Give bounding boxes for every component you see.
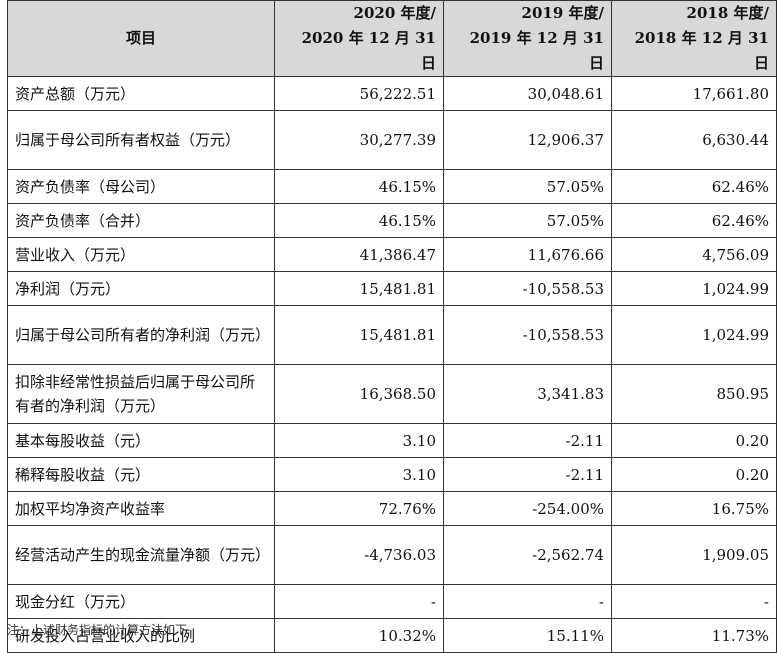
value-2019: 11,676.66 (443, 237, 612, 272)
value-2019: - (443, 584, 612, 619)
value-2019: -2,562.74 (443, 525, 612, 585)
table-row: 净利润（万元） 15,481.81 -10,558.53 1,024.99 (7, 271, 777, 306)
row-label: 基本每股收益（元） (7, 423, 275, 458)
value-2020: 3.10 (274, 457, 444, 492)
footnote: 注：上述财务指标的计算方法如下 (7, 623, 188, 637)
header-year-2018-period: 2018 年度/ (686, 4, 769, 22)
value-2018: 1,024.99 (611, 305, 777, 365)
row-label: 资产总额（万元） (7, 76, 275, 111)
value-2018: 1,909.05 (611, 525, 777, 585)
table-row: 加权平均净资产收益率 72.76% -254.00% 16.75% (7, 491, 777, 526)
header-year-2018: 2018 年度/ 2018 年 12 月 31 日 (611, 0, 777, 77)
value-2020: 56,222.51 (274, 76, 444, 111)
table-row: 扣除非经常性损益后归属于母公司所有者的净利润（万元） 16,368.50 3,3… (7, 364, 777, 424)
header-year-2019-period: 2019 年度/ (521, 4, 604, 22)
table-row: 现金分红（万元） - - - (7, 584, 777, 619)
value-2018: 62.46% (611, 203, 777, 238)
value-2018: 17,661.80 (611, 76, 777, 111)
value-2018: 16.75% (611, 491, 777, 526)
value-2020: - (274, 584, 444, 619)
value-2019: -2.11 (443, 423, 612, 458)
row-label: 资产负债率（合并） (7, 203, 275, 238)
value-2018: 4,756.09 (611, 237, 777, 272)
header-year-2020-date: 2020 年 12 月 31 日 (301, 29, 436, 72)
header-row: 项目 2020 年度/ 2020 年 12 月 31 日 2019 年度/ 20… (7, 0, 777, 77)
value-2020: 3.10 (274, 423, 444, 458)
table-row: 营业收入（万元） 41,386.47 11,676.66 4,756.09 (7, 237, 777, 272)
header-year-2019: 2019 年度/ 2019 年 12 月 31 日 (443, 0, 612, 77)
value-2019: 12,906.37 (443, 110, 612, 170)
value-2020: 30,277.39 (274, 110, 444, 170)
value-2020: 46.15% (274, 203, 444, 238)
row-label: 扣除非经常性损益后归属于母公司所有者的净利润（万元） (7, 364, 275, 424)
header-year-2020-period: 2020 年度/ (353, 4, 436, 22)
financial-data-table: 项目 2020 年度/ 2020 年 12 月 31 日 2019 年度/ 20… (7, 0, 777, 653)
table-row: 资产总额（万元） 56,222.51 30,048.61 17,661.80 (7, 76, 777, 111)
value-2018: 6,630.44 (611, 110, 777, 170)
value-2019: -254.00% (443, 491, 612, 526)
value-2020: 10.32% (274, 618, 444, 653)
value-2018: 850.95 (611, 364, 777, 424)
value-2020: 72.76% (274, 491, 444, 526)
value-2020: 15,481.81 (274, 271, 444, 306)
table-row: 资产负债率（合并） 46.15% 57.05% 62.46% (7, 203, 777, 238)
row-label: 现金分红（万元） (7, 584, 275, 619)
table-row: 归属于母公司所有者的净利润（万元） 15,481.81 -10,558.53 1… (7, 305, 777, 365)
value-2020: 15,481.81 (274, 305, 444, 365)
value-2019: 15.11% (443, 618, 612, 653)
value-2018: 0.20 (611, 457, 777, 492)
value-2019: -2.11 (443, 457, 612, 492)
value-2018: 62.46% (611, 169, 777, 204)
header-year-2020: 2020 年度/ 2020 年 12 月 31 日 (274, 0, 444, 77)
value-2018: 0.20 (611, 423, 777, 458)
row-label: 稀释每股收益（元） (7, 457, 275, 492)
table-row: 经营活动产生的现金流量净额（万元） -4,736.03 -2,562.74 1,… (7, 525, 777, 585)
value-2018: 11.73% (611, 618, 777, 653)
value-2019: -10,558.53 (443, 271, 612, 306)
header-item: 项目 (7, 0, 275, 77)
value-2020: -4,736.03 (274, 525, 444, 585)
value-2019: -10,558.53 (443, 305, 612, 365)
row-label: 加权平均净资产收益率 (7, 491, 275, 526)
row-label: 归属于母公司所有者权益（万元） (7, 110, 275, 170)
table-row: 基本每股收益（元） 3.10 -2.11 0.20 (7, 423, 777, 458)
value-2020: 16,368.50 (274, 364, 444, 424)
row-label: 资产负债率（母公司） (7, 169, 275, 204)
table-row: 资产负债率（母公司） 46.15% 57.05% 62.46% (7, 169, 777, 204)
header-year-2019-date: 2019 年 12 月 31 日 (469, 29, 604, 72)
table-row: 归属于母公司所有者权益（万元） 30,277.39 12,906.37 6,63… (7, 110, 777, 170)
value-2019: 57.05% (443, 203, 612, 238)
row-label: 经营活动产生的现金流量净额（万元） (7, 525, 275, 585)
value-2020: 41,386.47 (274, 237, 444, 272)
value-2019: 3,341.83 (443, 364, 612, 424)
value-2019: 57.05% (443, 169, 612, 204)
value-2018: - (611, 584, 777, 619)
table-row: 稀释每股收益（元） 3.10 -2.11 0.20 (7, 457, 777, 492)
header-year-2018-date: 2018 年 12 月 31 日 (634, 29, 769, 72)
row-label: 净利润（万元） (7, 271, 275, 306)
row-label: 归属于母公司所有者的净利润（万元） (7, 305, 275, 365)
row-label: 营业收入（万元） (7, 237, 275, 272)
value-2019: 30,048.61 (443, 76, 612, 111)
value-2018: 1,024.99 (611, 271, 777, 306)
value-2020: 46.15% (274, 169, 444, 204)
